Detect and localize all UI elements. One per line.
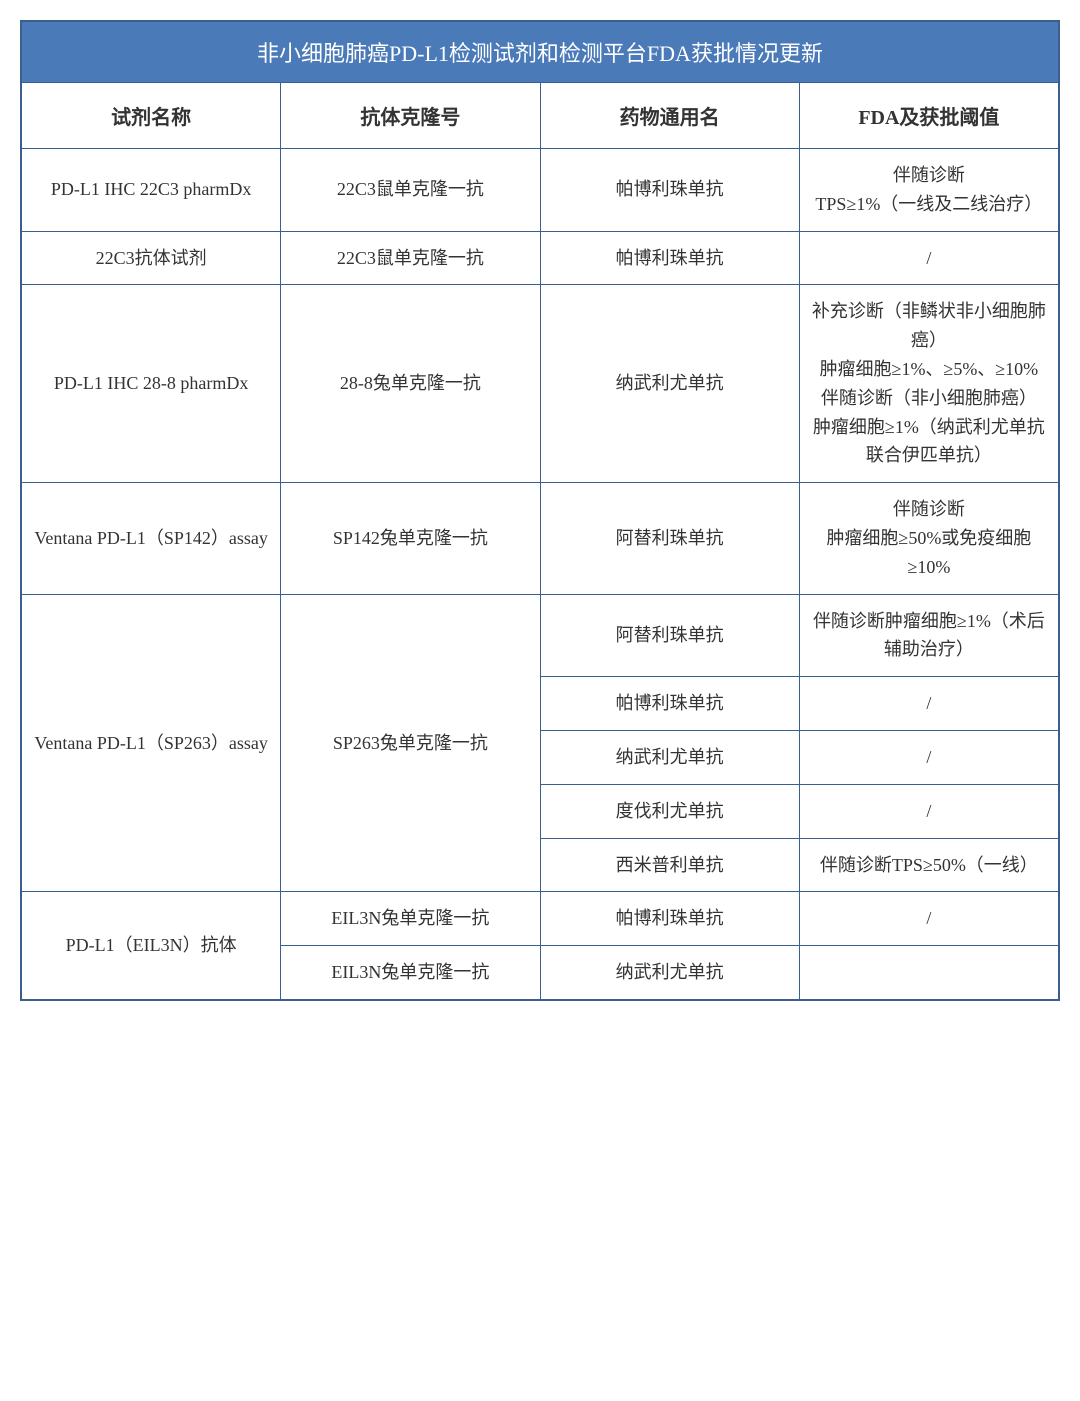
cell-drug: 帕博利珠单抗 xyxy=(540,892,799,946)
table-row: 22C3抗体试剂 22C3鼠单克隆一抗 帕博利珠单抗 / xyxy=(22,231,1059,285)
cell-threshold: / xyxy=(799,677,1058,731)
cell-drug: 帕博利珠单抗 xyxy=(540,677,799,731)
cell-threshold: 补充诊断（非鳞状非小细胞肺癌）肿瘤细胞≥1%、≥5%、≥10%伴随诊断（非小细胞… xyxy=(799,285,1058,483)
header-threshold: FDA及获批阈值 xyxy=(799,83,1058,149)
cell-threshold: 伴随诊断TPS≥1%（一线及二线治疗） xyxy=(799,149,1058,232)
cell-drug: 西米普利单抗 xyxy=(540,838,799,892)
cell-clone: EIL3N兔单克隆一抗 xyxy=(281,892,540,946)
cell-clone: 22C3鼠单克隆一抗 xyxy=(281,149,540,232)
header-clone: 抗体克隆号 xyxy=(281,83,540,149)
cell-reagent: Ventana PD-L1（SP142）assay xyxy=(22,483,281,594)
header-row: 试剂名称 抗体克隆号 药物通用名 FDA及获批阈值 xyxy=(22,83,1059,149)
table-row: PD-L1（EIL3N）抗体 EIL3N兔单克隆一抗 帕博利珠单抗 / xyxy=(22,892,1059,946)
header-reagent: 试剂名称 xyxy=(22,83,281,149)
title-row: 非小细胞肺癌PD-L1检测试剂和检测平台FDA获批情况更新 xyxy=(22,22,1059,83)
table-row: PD-L1 IHC 28-8 pharmDx 28-8兔单克隆一抗 纳武利尤单抗… xyxy=(22,285,1059,483)
cell-threshold: 伴随诊断肿瘤细胞≥1%（术后辅助治疗） xyxy=(799,594,1058,677)
table-row: Ventana PD-L1（SP142）assay SP142兔单克隆一抗 阿替… xyxy=(22,483,1059,594)
cell-threshold: 伴随诊断TPS≥50%（一线） xyxy=(799,838,1058,892)
cell-threshold: / xyxy=(799,784,1058,838)
cell-threshold: / xyxy=(799,730,1058,784)
cell-drug: 阿替利珠单抗 xyxy=(540,483,799,594)
header-drug: 药物通用名 xyxy=(540,83,799,149)
cell-threshold: / xyxy=(799,231,1058,285)
pdl1-table: 非小细胞肺癌PD-L1检测试剂和检测平台FDA获批情况更新 试剂名称 抗体克隆号… xyxy=(21,21,1059,1000)
cell-clone: SP263兔单克隆一抗 xyxy=(281,594,540,892)
table-row: Ventana PD-L1（SP263）assay SP263兔单克隆一抗 阿替… xyxy=(22,594,1059,677)
cell-drug: 帕博利珠单抗 xyxy=(540,231,799,285)
cell-threshold xyxy=(799,946,1058,1000)
pdl1-table-container: 非小细胞肺癌PD-L1检测试剂和检测平台FDA获批情况更新 试剂名称 抗体克隆号… xyxy=(20,20,1060,1001)
table-row: PD-L1 IHC 22C3 pharmDx 22C3鼠单克隆一抗 帕博利珠单抗… xyxy=(22,149,1059,232)
cell-drug: 阿替利珠单抗 xyxy=(540,594,799,677)
cell-reagent: PD-L1（EIL3N）抗体 xyxy=(22,892,281,1000)
cell-reagent: PD-L1 IHC 28-8 pharmDx xyxy=(22,285,281,483)
cell-clone: EIL3N兔单克隆一抗 xyxy=(281,946,540,1000)
cell-clone: 28-8兔单克隆一抗 xyxy=(281,285,540,483)
cell-reagent: 22C3抗体试剂 xyxy=(22,231,281,285)
cell-drug: 帕博利珠单抗 xyxy=(540,149,799,232)
cell-threshold: / xyxy=(799,892,1058,946)
table-title: 非小细胞肺癌PD-L1检测试剂和检测平台FDA获批情况更新 xyxy=(22,22,1059,83)
cell-reagent: Ventana PD-L1（SP263）assay xyxy=(22,594,281,892)
cell-clone: 22C3鼠单克隆一抗 xyxy=(281,231,540,285)
cell-drug: 度伐利尤单抗 xyxy=(540,784,799,838)
cell-drug: 纳武利尤单抗 xyxy=(540,946,799,1000)
cell-reagent: PD-L1 IHC 22C3 pharmDx xyxy=(22,149,281,232)
cell-drug: 纳武利尤单抗 xyxy=(540,285,799,483)
cell-drug: 纳武利尤单抗 xyxy=(540,730,799,784)
cell-clone: SP142兔单克隆一抗 xyxy=(281,483,540,594)
cell-threshold: 伴随诊断肿瘤细胞≥50%或免疫细胞≥10% xyxy=(799,483,1058,594)
